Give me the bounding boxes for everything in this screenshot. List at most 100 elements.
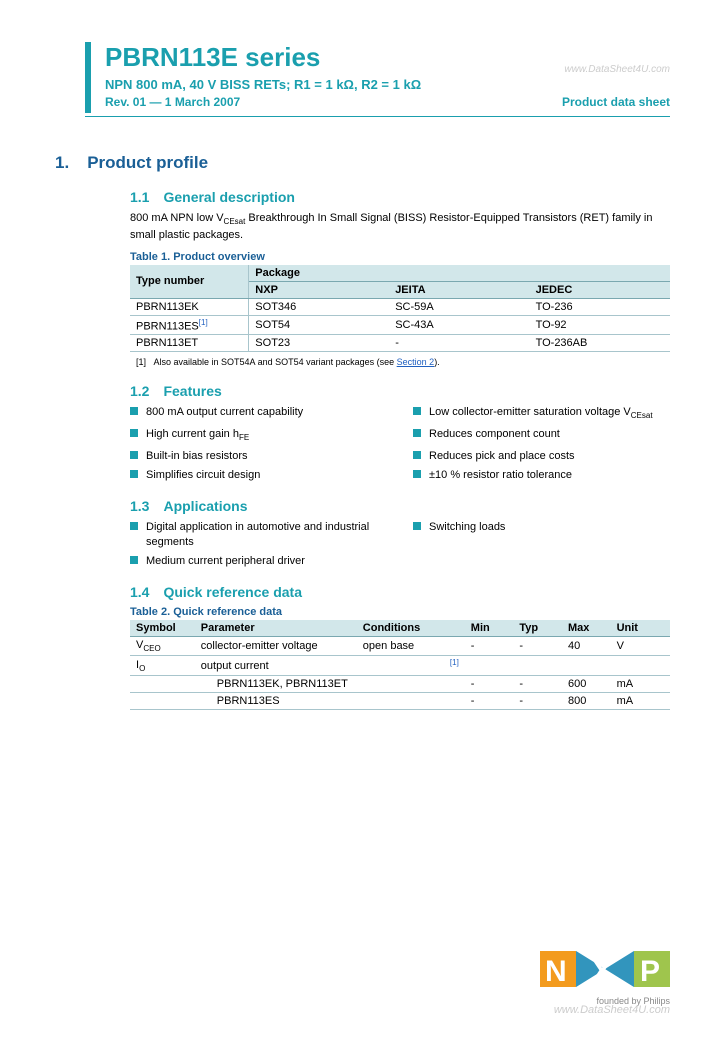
bullet-text: Reduces pick and place costs (429, 449, 575, 463)
cell: 600 (562, 675, 611, 692)
cell: SC-43A (389, 315, 529, 335)
bullet-text: Medium current peripheral driver (146, 554, 305, 568)
cell (357, 675, 465, 692)
cell: TO-236 (530, 298, 670, 315)
col-cond: Conditions (357, 620, 465, 637)
cell: open base (357, 637, 465, 656)
section-num: 1. (55, 153, 69, 173)
section-title: Product profile (87, 153, 208, 173)
cell: 40 (562, 637, 611, 656)
list-item: Low collector-emitter saturation voltage… (413, 405, 670, 422)
cell: IO (130, 656, 195, 676)
bullet-icon (130, 522, 138, 530)
section-1-heading: 1. Product profile (55, 153, 720, 173)
list-item: Medium current peripheral driver (130, 554, 387, 568)
cell: - (465, 637, 514, 656)
table-row: PBRN113ES[1] SOT54 SC-43A TO-92 (130, 315, 670, 335)
bullet-text: Low collector-emitter saturation voltage… (429, 405, 653, 422)
subsection-1-4: 1.4 Quick reference data Table 2. Quick … (130, 584, 670, 710)
cell: TO-92 (530, 315, 670, 335)
list-item: ±10 % resistor ratio tolerance (413, 468, 670, 482)
cell: PBRN113ES (195, 692, 357, 709)
bullet-text: Switching loads (429, 520, 505, 534)
cell: mA (611, 692, 670, 709)
bullet-icon (413, 522, 421, 530)
table-row: PBRN113EK, PBRN113ET - - 600 mA (130, 675, 670, 692)
cell: TO-236AB (530, 335, 670, 352)
bullet-icon (130, 451, 138, 459)
applications-grid: Digital application in automotive and in… (130, 520, 670, 568)
cell: - (465, 675, 514, 692)
sub-title: Features (163, 383, 221, 399)
svg-text:P: P (640, 955, 660, 988)
col-param: Parameter (195, 620, 357, 637)
subsection-1-3: 1.3 Applications Digital application in … (130, 498, 670, 568)
nxp-logo: N X P founded by Philips (540, 947, 670, 1006)
table-row: PBRN113EK SOT346 SC-59A TO-236 (130, 298, 670, 315)
col-jedec: JEDEC (530, 281, 670, 298)
header-rule (85, 116, 670, 117)
col-max: Max (562, 620, 611, 637)
cell: - (465, 692, 514, 709)
sub-title: Applications (163, 498, 247, 514)
bullet-text: Reduces component count (429, 427, 560, 441)
list-item: Simplifies circuit design (130, 468, 387, 482)
features-grid: 800 mA output current capability Low col… (130, 405, 670, 482)
cell: - (513, 692, 562, 709)
subsection-1-2: 1.2 Features 800 mA output current capab… (130, 383, 670, 482)
bullet-text: 800 mA output current capability (146, 405, 303, 419)
col-min: Min (465, 620, 514, 637)
table1-footnote: [1] Also available in SOT54A and SOT54 v… (136, 357, 670, 367)
table2-caption: Table 2. Quick reference data (130, 606, 670, 618)
table-row: VCEO collector-emitter voltage open base… (130, 637, 670, 656)
sub-num: 1.3 (130, 498, 149, 514)
cell: SC-59A (389, 298, 529, 315)
list-item: 800 mA output current capability (130, 405, 387, 422)
col-symbol: Symbol (130, 620, 195, 637)
cell: - (389, 335, 529, 352)
watermark-bottom: www.DataSheet4U.com (554, 1004, 670, 1016)
col-jeita: JEITA (389, 281, 529, 298)
svg-text:X: X (592, 955, 612, 988)
bullet-text: High current gain hFE (146, 427, 249, 444)
header-block: PBRN113E series NPN 800 mA, 40 V BISS RE… (85, 42, 670, 113)
sub-num: 1.4 (130, 584, 149, 600)
watermark-top: www.DataSheet4U.com (564, 64, 670, 75)
rev-text: Rev. 01 — 1 March 2007 (105, 95, 240, 109)
list-item: Built-in bias resistors (130, 449, 387, 463)
svg-text:N: N (545, 955, 567, 988)
table-quick-reference: Symbol Parameter Conditions Min Typ Max … (130, 620, 670, 710)
bullet-icon (413, 429, 421, 437)
bullet-icon (130, 407, 138, 415)
col-package: Package (249, 265, 670, 282)
col-type: Type number (130, 265, 249, 299)
sub-title: Quick reference data (163, 584, 302, 600)
sub-num: 1.1 (130, 189, 149, 205)
cell (130, 675, 195, 692)
bullet-icon (130, 470, 138, 478)
list-item: Reduces component count (413, 427, 670, 444)
cell: PBRN113EK (130, 298, 249, 315)
list-item: Switching loads (413, 520, 670, 549)
nxp-logo-icon: N X P (540, 947, 670, 991)
cell: V (611, 637, 670, 656)
sub-title: General description (163, 189, 294, 205)
cell (357, 692, 465, 709)
col-nxp: NXP (249, 281, 389, 298)
bullet-text: Simplifies circuit design (146, 468, 260, 482)
section2-link[interactable]: Section 2 (397, 357, 435, 367)
table-product-overview: Type number Package NXP JEITA JEDEC PBRN… (130, 265, 670, 353)
cell: PBRN113ET (130, 335, 249, 352)
cell: 800 (562, 692, 611, 709)
cell (130, 692, 195, 709)
bullet-text: ±10 % resistor ratio tolerance (429, 468, 572, 482)
col-unit: Unit (611, 620, 670, 637)
table1-caption: Table 1. Product overview (130, 251, 670, 263)
cell (562, 656, 611, 676)
list-item: Reduces pick and place costs (413, 449, 670, 463)
cell: VCEO (130, 637, 195, 656)
subsection-1-1: 1.1 General description 800 mA NPN low V… (130, 189, 670, 367)
doc-type: Product data sheet (562, 95, 670, 109)
sub-num: 1.2 (130, 383, 149, 399)
bullet-icon (413, 470, 421, 478)
